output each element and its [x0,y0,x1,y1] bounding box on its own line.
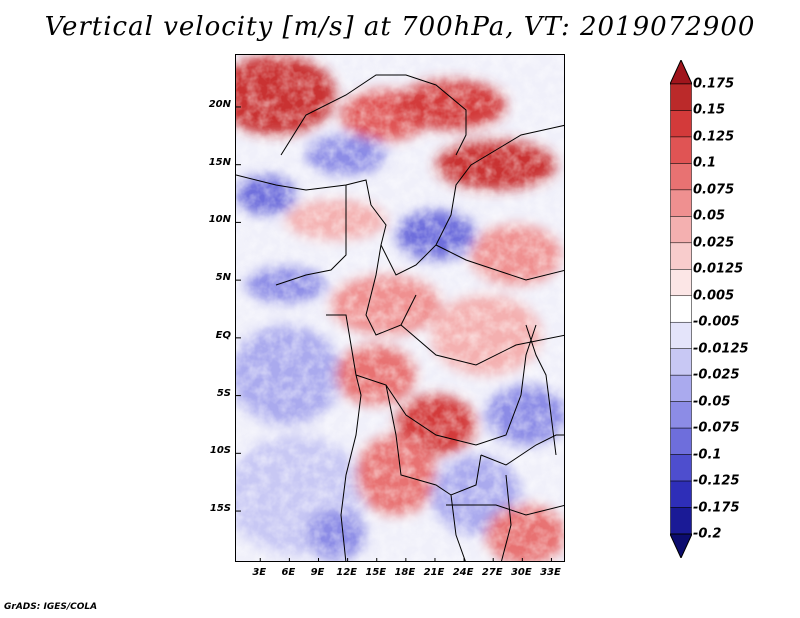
colorbar-segment [670,507,692,535]
colorbar-label: 0.1 [693,155,717,171]
axis-ticks [236,106,552,561]
lon-label: 9E [310,567,325,578]
lon-label: 30E [510,567,532,578]
colorbar-segment [670,427,692,455]
lon-label: 12E [336,567,357,578]
colorbar-segment [670,83,692,111]
map-panel [235,54,565,562]
lon-label: 27E [481,567,503,578]
colorbar-label: -0.05 [693,394,731,410]
colorbar-label: -0.2 [693,526,722,542]
colorbar-segment [670,374,692,402]
colorbar-label: -0.125 [693,473,740,489]
lat-label: 10N [208,214,231,226]
colorbar-label: 0.075 [693,182,735,198]
lon-label: 33E [540,567,561,578]
lat-label: 15N [208,156,231,168]
colorbar-bottom-arrow [670,533,692,558]
lat-label: 20N [208,98,231,110]
colorbar-segment [670,242,692,270]
velocity-field-map [236,55,564,561]
colorbar-segment [670,136,692,164]
colorbar-segment [670,269,692,297]
colorbar-label: -0.175 [693,500,740,516]
colorbar-label: 0.025 [693,235,735,251]
colorbar-top-arrow [670,60,692,85]
lon-label: 6E [281,567,296,578]
colorbar-label: -0.1 [693,447,722,463]
colorbar-segment [670,401,692,429]
colorbar-segment [670,163,692,191]
colorbar-segment [670,480,692,508]
colorbar-segment [670,216,692,244]
lat-label: 15S [209,503,231,515]
lon-label: 24E [452,567,474,578]
lon-label: 21E [423,567,445,578]
colorbar-segment [670,454,692,482]
colorbar-label: 0.125 [693,129,735,145]
lat-label: 5N [215,272,231,284]
colorbar-label: 0.05 [693,208,726,224]
lat-label: EQ [215,329,231,341]
lon-label: 15E [365,567,387,578]
lon-label: 3E [252,567,267,578]
colorbar-segment [670,189,692,217]
colorbar-label: 0.175 [693,76,735,92]
colorbar-label: -0.005 [693,314,740,330]
colorbar [670,60,692,558]
colorbar-segment [670,295,692,323]
country-borders [236,74,564,561]
colorbar-label: 0.0125 [693,261,744,277]
chart-title: Vertical velocity [m/s] at 700hPa, VT: 2… [44,12,756,42]
lon-label: 18E [394,567,416,578]
lat-label: 5S [216,387,231,399]
colorbar-segment [670,110,692,138]
colorbar-label: -0.025 [693,367,740,383]
lat-label: 10S [209,445,231,457]
colorbar-segment [670,321,692,349]
colorbar-label: -0.075 [693,420,740,436]
colorbar-label: 0.15 [693,102,726,118]
colorbar-label: 0.005 [693,288,735,304]
colorbar-segment [670,348,692,376]
footer-credit: GrADS: IGES/COLA [4,602,98,612]
colorbar-label: -0.0125 [693,341,749,357]
